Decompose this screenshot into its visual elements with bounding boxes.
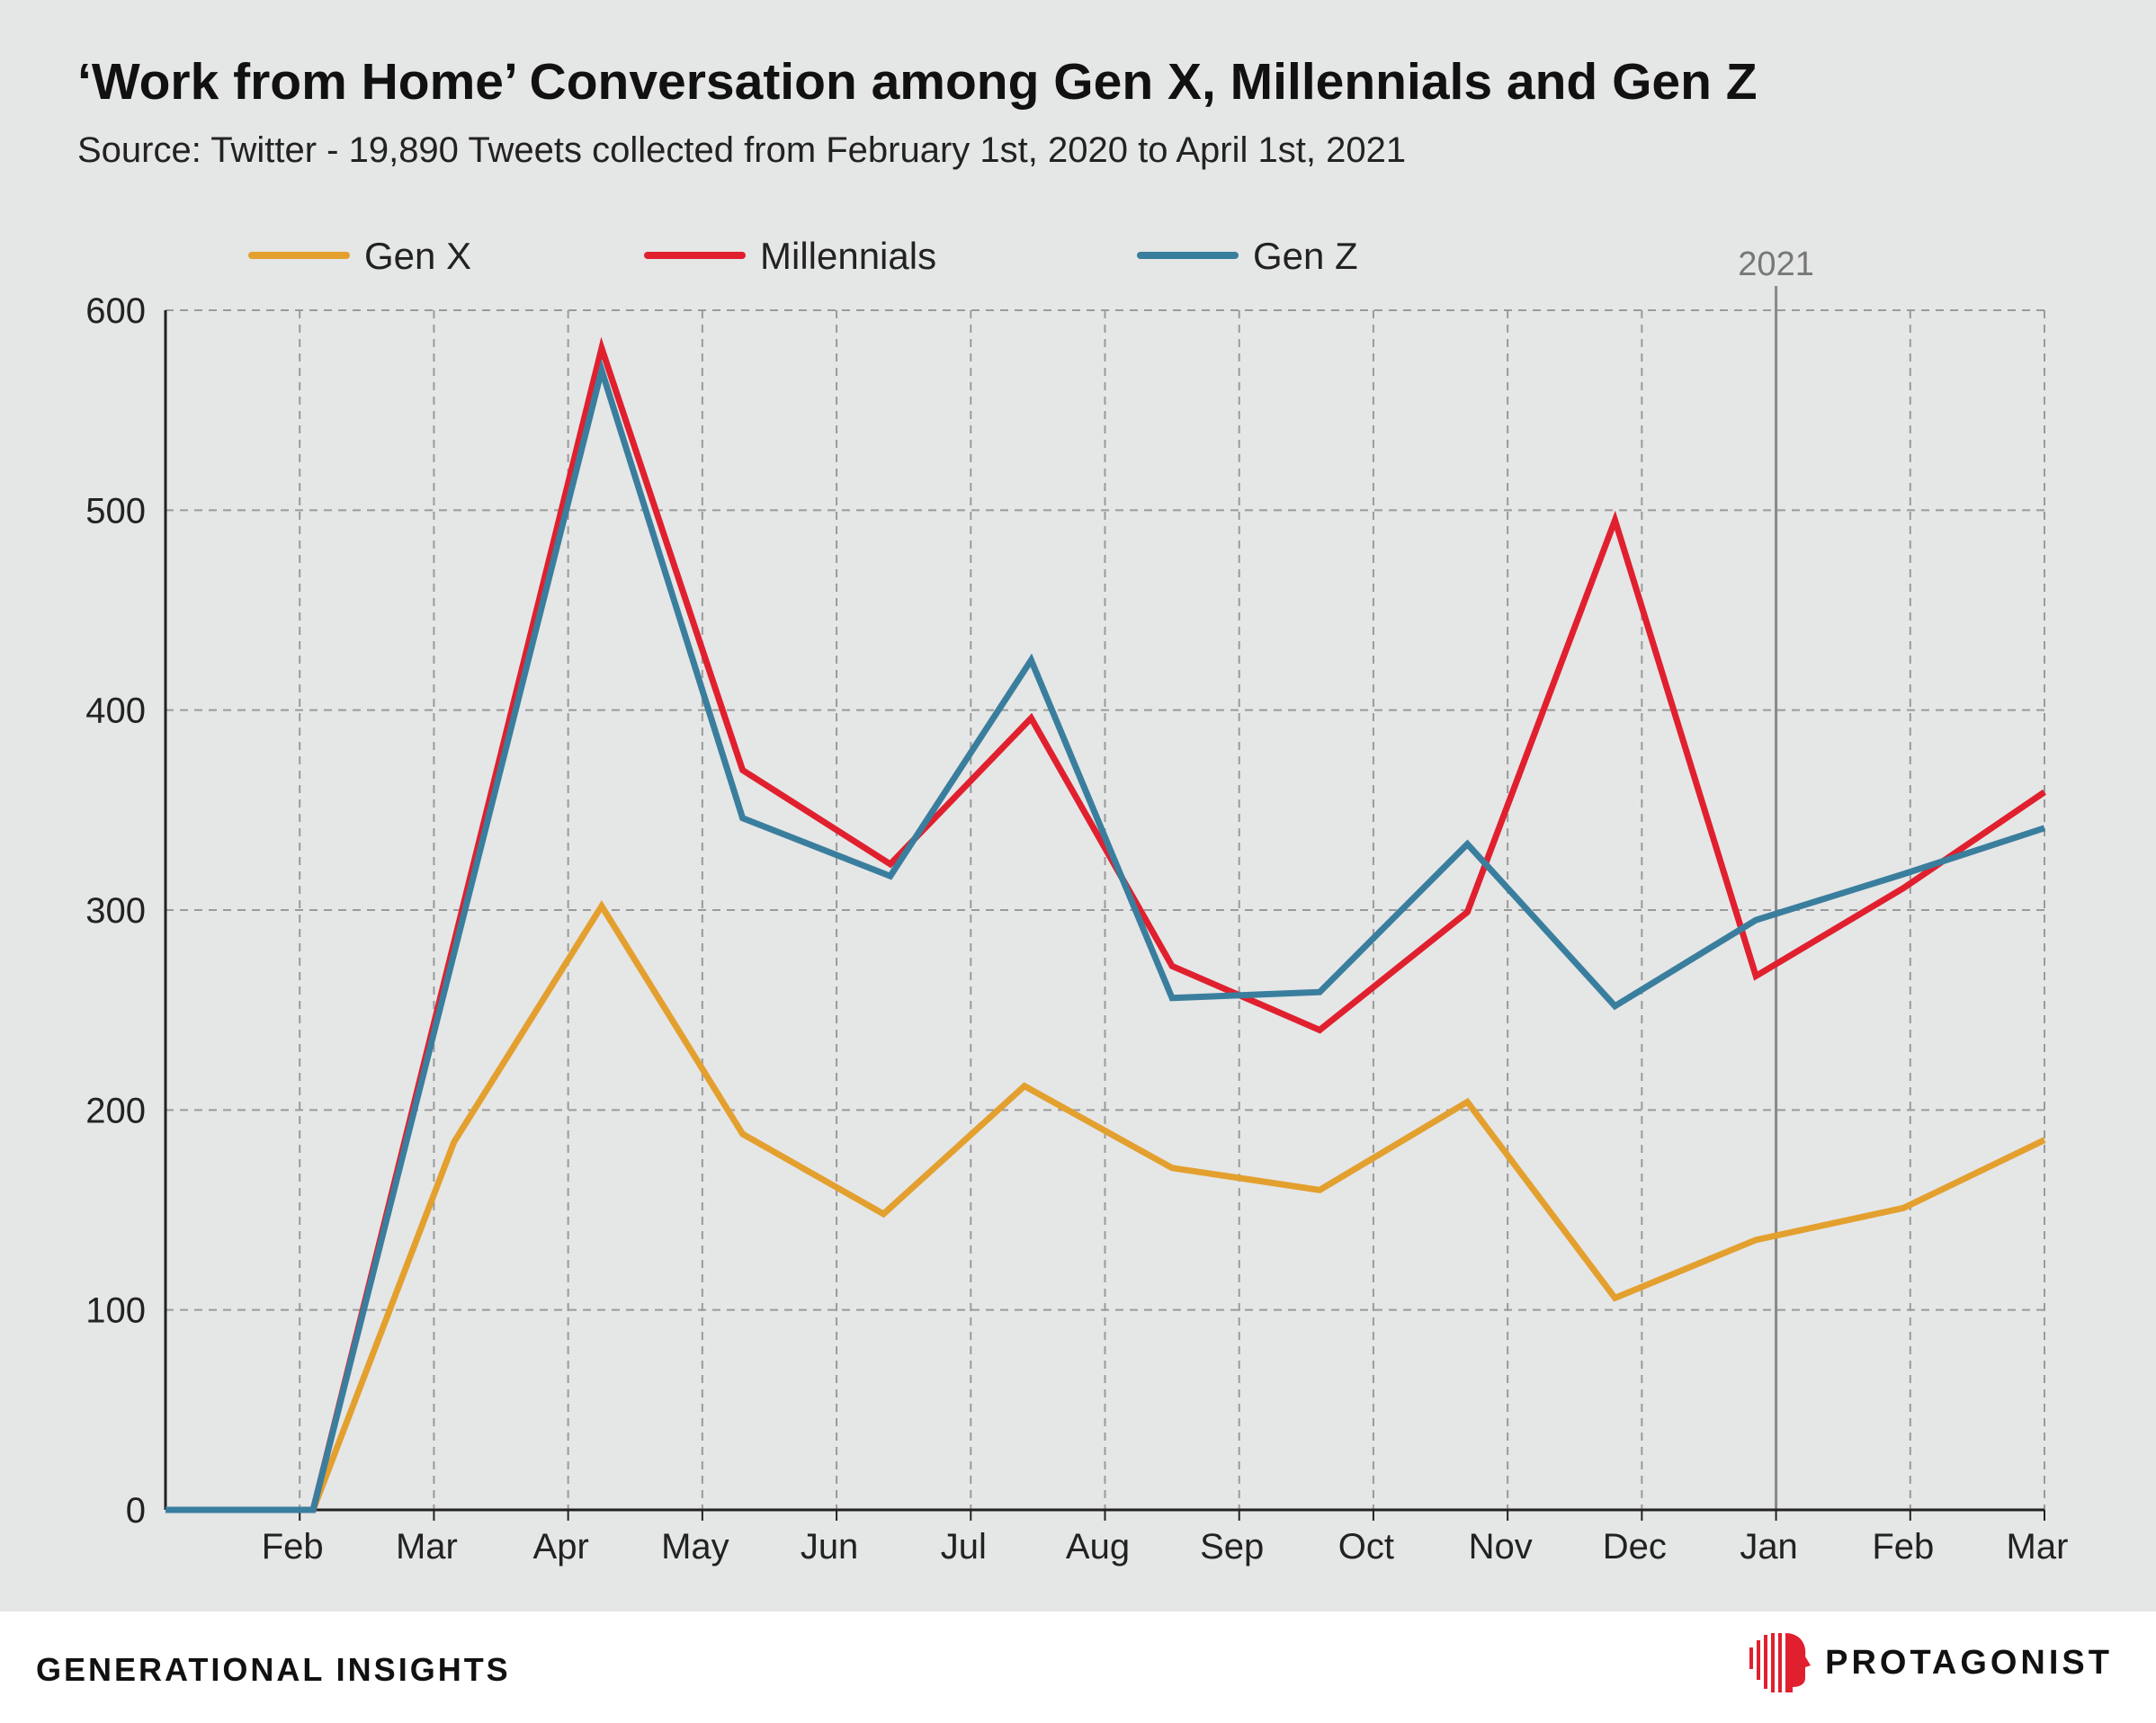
x-tick-label: May bbox=[661, 1527, 729, 1567]
chart-subtitle: Source: Twitter - 19,890 Tweets collecte… bbox=[77, 130, 1407, 170]
x-tick-label: Jun bbox=[801, 1527, 859, 1567]
y-tick-label: 500 bbox=[85, 491, 146, 531]
y-tick-label: 400 bbox=[85, 692, 146, 731]
y-tick-label: 300 bbox=[85, 891, 146, 931]
series-line-gen-z bbox=[166, 358, 2046, 1513]
protagonist-logo-icon bbox=[1749, 1633, 1812, 1692]
x-tick-label: Nov bbox=[1469, 1527, 1533, 1567]
x-tick-label: Jan bbox=[1740, 1527, 1798, 1567]
brand-name: PROTAGONIST bbox=[1825, 1643, 2113, 1682]
line-chart: 2021 0 100 200 300 400 500 600 Feb Mar Apr May Jun J… bbox=[85, 235, 2068, 1567]
series-line-millennials bbox=[166, 336, 2046, 1513]
series-line-gen-x bbox=[166, 899, 2046, 1513]
reference-line-label: 2021 bbox=[1738, 246, 1814, 283]
x-tick-label: Jul bbox=[941, 1527, 987, 1567]
legend: Gen X Millennials Gen Z bbox=[248, 235, 1358, 277]
series-lines bbox=[166, 336, 2046, 1513]
chart-panel: ‘Work from Home’ Conversation among Gen … bbox=[0, 0, 2156, 1611]
y-tick-label: 600 bbox=[85, 291, 146, 331]
legend-label-millennials: Millennials bbox=[760, 235, 936, 277]
x-tick-label: Mar bbox=[2007, 1527, 2069, 1567]
x-tick-label: Dec bbox=[1603, 1527, 1667, 1567]
y-tick-label: 0 bbox=[126, 1491, 146, 1531]
axes: 0 100 200 300 400 500 600 Feb Mar Apr May Jun Jul Aug… bbox=[85, 291, 2068, 1567]
x-tick-label: Oct bbox=[1338, 1527, 1394, 1567]
x-tick-label: Sep bbox=[1200, 1527, 1264, 1567]
brand: PROTAGONIST bbox=[1748, 1631, 2113, 1694]
footer-label: GENERATIONAL INSIGHTS bbox=[36, 1651, 511, 1688]
legend-label-gen-z: Gen Z bbox=[1253, 235, 1358, 277]
y-tick-label: 200 bbox=[85, 1091, 146, 1130]
x-tick-label: Feb bbox=[1872, 1527, 1934, 1567]
y-tick-label: 100 bbox=[85, 1291, 146, 1331]
x-tick-label: Aug bbox=[1066, 1527, 1130, 1567]
x-tick-label: Apr bbox=[533, 1527, 589, 1567]
legend-label-gen-x: Gen X bbox=[364, 235, 471, 277]
reference-line-group: 2021 bbox=[1738, 246, 1814, 1510]
grid-lines bbox=[166, 309, 2045, 1510]
x-tick-label: Mar bbox=[396, 1527, 458, 1567]
x-tick-label: Feb bbox=[262, 1527, 324, 1567]
chart-title: ‘Work from Home’ Conversation among Gen … bbox=[77, 53, 1758, 111]
